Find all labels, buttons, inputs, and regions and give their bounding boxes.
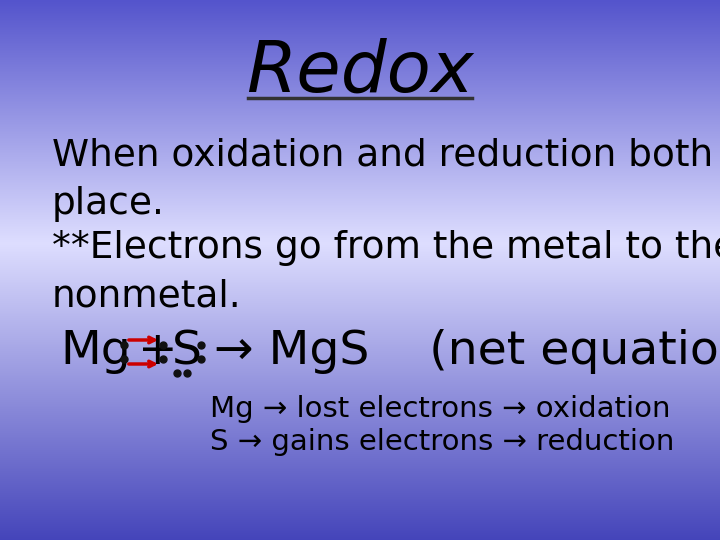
Text: +: + [138, 329, 178, 375]
Text: When oxidation and reduction both take
place.: When oxidation and reduction both take p… [52, 137, 720, 221]
Text: Mg → lost electrons → oxidation: Mg → lost electrons → oxidation [210, 395, 670, 423]
Text: S → gains electrons → reduction: S → gains electrons → reduction [210, 428, 675, 456]
Text: Redox: Redox [246, 37, 474, 106]
Text: S: S [172, 329, 202, 375]
Text: → MgS    (net equation): → MgS (net equation) [214, 329, 720, 375]
Text: Mg: Mg [60, 329, 131, 375]
Text: **Electrons go from the metal to the
nonmetal.: **Electrons go from the metal to the non… [52, 230, 720, 315]
